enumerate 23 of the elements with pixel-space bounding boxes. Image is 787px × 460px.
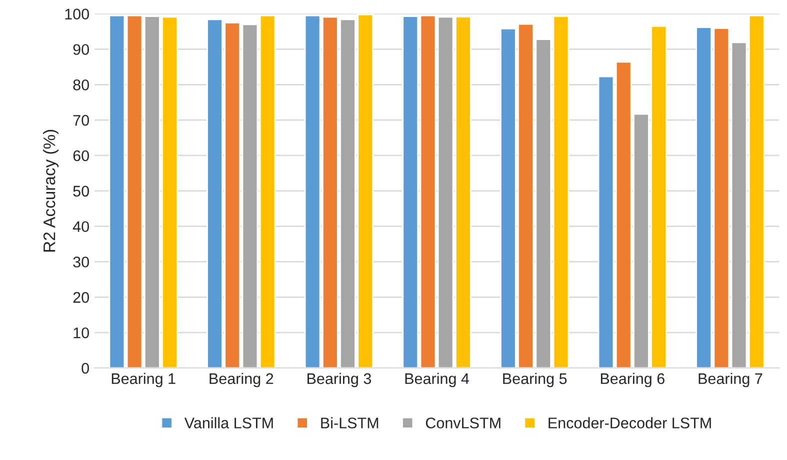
x-tick-label: Bearing 2 xyxy=(210,372,274,388)
x-tick-label: Bearing 5 xyxy=(503,372,567,388)
y-tick-label: 90 xyxy=(73,44,89,55)
y-tick-label: 60 xyxy=(73,150,89,162)
y-tick-label: 10 xyxy=(74,327,89,338)
x-tick-label: Bearing 7 xyxy=(698,372,762,388)
y-tick-label: 20 xyxy=(73,292,89,303)
legend-label: ConvLSTM xyxy=(426,418,500,428)
y-tick-label: 80 xyxy=(73,80,89,90)
y-axis-title: R2 Accuracy (%) xyxy=(43,130,59,252)
legend-label: Vanilla LSTM xyxy=(184,417,273,428)
y-tick-label: 30 xyxy=(73,256,89,268)
x-tick-label: Bearing 6 xyxy=(600,372,664,388)
y-tick-label: 100 xyxy=(65,8,89,20)
y-tick-label: 70 xyxy=(73,114,89,126)
x-tick-label: Bearing 3 xyxy=(308,372,372,388)
x-tick-label: Bearing 1 xyxy=(112,372,176,388)
y-tick-label: 40 xyxy=(72,221,89,232)
y-tick-label: 0 xyxy=(82,362,89,374)
x-tick-label: Bearing 4 xyxy=(405,372,470,388)
y-tick-label: 50 xyxy=(73,186,89,197)
legend-label: Bi-LSTM xyxy=(321,417,378,428)
legend-label: Encoder-Decoder LSTM xyxy=(548,417,711,428)
